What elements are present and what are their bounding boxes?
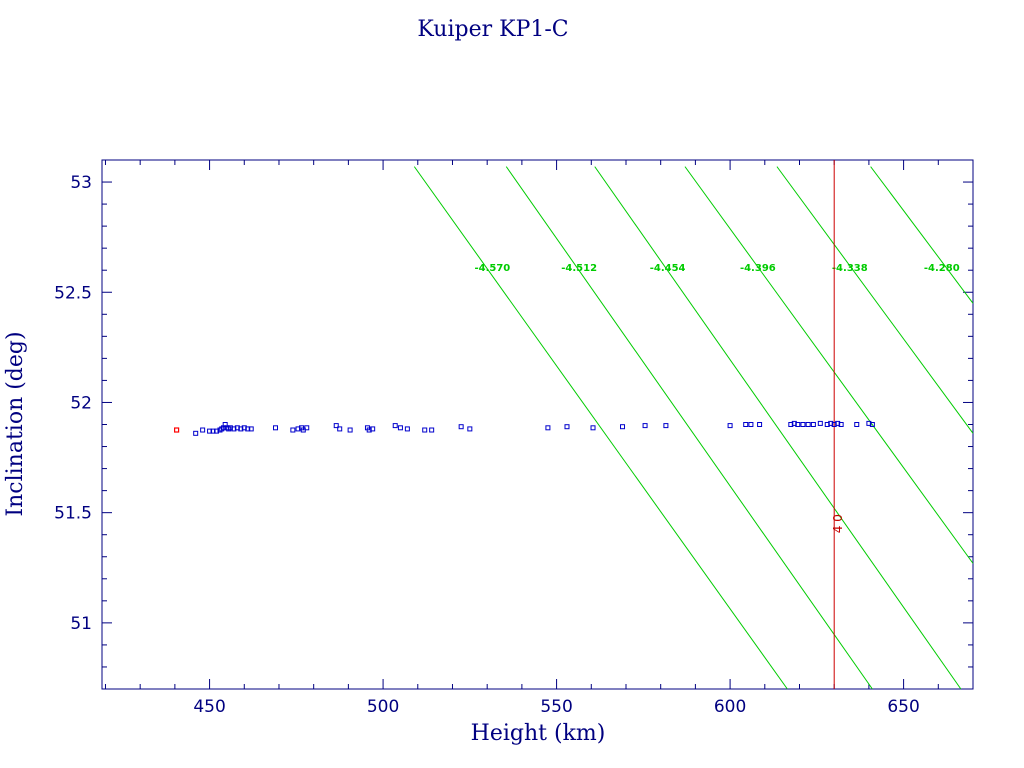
contour-line xyxy=(413,166,788,690)
chart-title: Kuiper KP1-C xyxy=(417,17,568,42)
y-axis-label: Inclination (deg) xyxy=(3,331,28,516)
data-point-highlight xyxy=(174,427,180,433)
data-point xyxy=(805,422,811,427)
data-point xyxy=(620,424,626,430)
contour-line xyxy=(684,166,974,564)
data-point xyxy=(422,427,428,433)
y-tick-label: 51.5 xyxy=(54,504,92,524)
x-tick-label: 550 xyxy=(540,697,572,717)
x-ticks: 450 500 550 600 650 xyxy=(104,160,974,717)
data-point xyxy=(392,423,398,429)
data-point xyxy=(467,426,473,432)
data-point xyxy=(810,422,816,427)
data-point xyxy=(248,426,254,432)
data-point xyxy=(304,425,310,431)
data-point xyxy=(404,426,410,432)
data-point xyxy=(828,420,834,426)
contour-lines: -4.570 -4.512 -4.454 -4.396 -4.338 -4.280 xyxy=(413,166,974,690)
data-point xyxy=(273,425,279,431)
data-points xyxy=(174,420,875,436)
data-point xyxy=(869,422,875,427)
data-point xyxy=(866,420,872,426)
data-point xyxy=(748,422,754,427)
x-tick-label: 450 xyxy=(193,697,225,717)
data-point xyxy=(193,430,199,436)
contour-label: -4.570 xyxy=(474,263,510,274)
x-tick-label: 650 xyxy=(887,697,919,717)
data-point xyxy=(214,428,220,434)
data-point xyxy=(642,423,648,429)
data-point xyxy=(397,425,403,431)
y-tick-label: 51 xyxy=(70,614,92,634)
data-point xyxy=(245,426,251,432)
data-point xyxy=(238,426,244,432)
data-point xyxy=(231,426,237,432)
vertical-marker: 4 0 xyxy=(831,160,845,689)
data-point xyxy=(227,425,233,431)
data-point xyxy=(757,422,763,427)
y-tick-label: 53 xyxy=(70,173,92,193)
y-ticks: 51 51.5 52 52.5 53 xyxy=(54,159,973,690)
contour-label: -4.280 xyxy=(924,263,960,274)
data-point xyxy=(207,428,213,434)
data-point xyxy=(824,422,830,427)
data-point xyxy=(337,426,343,432)
contour-line xyxy=(776,166,974,434)
contour-label: -4.454 xyxy=(650,263,686,274)
data-point xyxy=(241,425,247,431)
x-tick-label: 600 xyxy=(714,697,746,717)
data-point xyxy=(590,425,596,431)
data-point xyxy=(370,426,376,432)
data-point xyxy=(795,422,801,427)
data-point xyxy=(727,423,733,429)
y-tick-label: 52 xyxy=(70,393,92,413)
data-point xyxy=(800,422,806,427)
data-point xyxy=(210,428,216,434)
data-point xyxy=(791,420,797,426)
y-tick-label: 52.5 xyxy=(54,283,92,303)
data-point xyxy=(835,420,841,426)
data-point xyxy=(429,427,435,433)
x-tick-label: 500 xyxy=(367,697,399,717)
data-point xyxy=(564,424,570,430)
data-point xyxy=(295,426,301,432)
data-point xyxy=(663,423,669,429)
data-point xyxy=(333,423,339,429)
data-point xyxy=(831,422,837,427)
data-point xyxy=(545,425,551,431)
contour-line xyxy=(870,166,974,304)
data-point xyxy=(347,427,353,433)
contour-line xyxy=(505,166,873,690)
plot-frame xyxy=(101,159,974,690)
contour-line xyxy=(594,166,962,690)
data-point xyxy=(838,422,844,427)
data-point xyxy=(458,424,464,430)
data-point xyxy=(290,427,296,433)
x-axis-label: Height (km) xyxy=(471,721,606,746)
data-point xyxy=(234,425,240,431)
data-point xyxy=(788,422,794,427)
vertical-marker-label: 4 0 xyxy=(831,514,845,533)
data-point xyxy=(854,422,860,427)
contour-label: -4.338 xyxy=(832,263,868,274)
contour-label: -4.512 xyxy=(561,263,597,274)
data-point xyxy=(366,427,372,433)
data-point xyxy=(817,420,823,426)
contour-label: -4.396 xyxy=(740,263,776,274)
data-point xyxy=(200,427,206,433)
data-point xyxy=(743,422,749,427)
